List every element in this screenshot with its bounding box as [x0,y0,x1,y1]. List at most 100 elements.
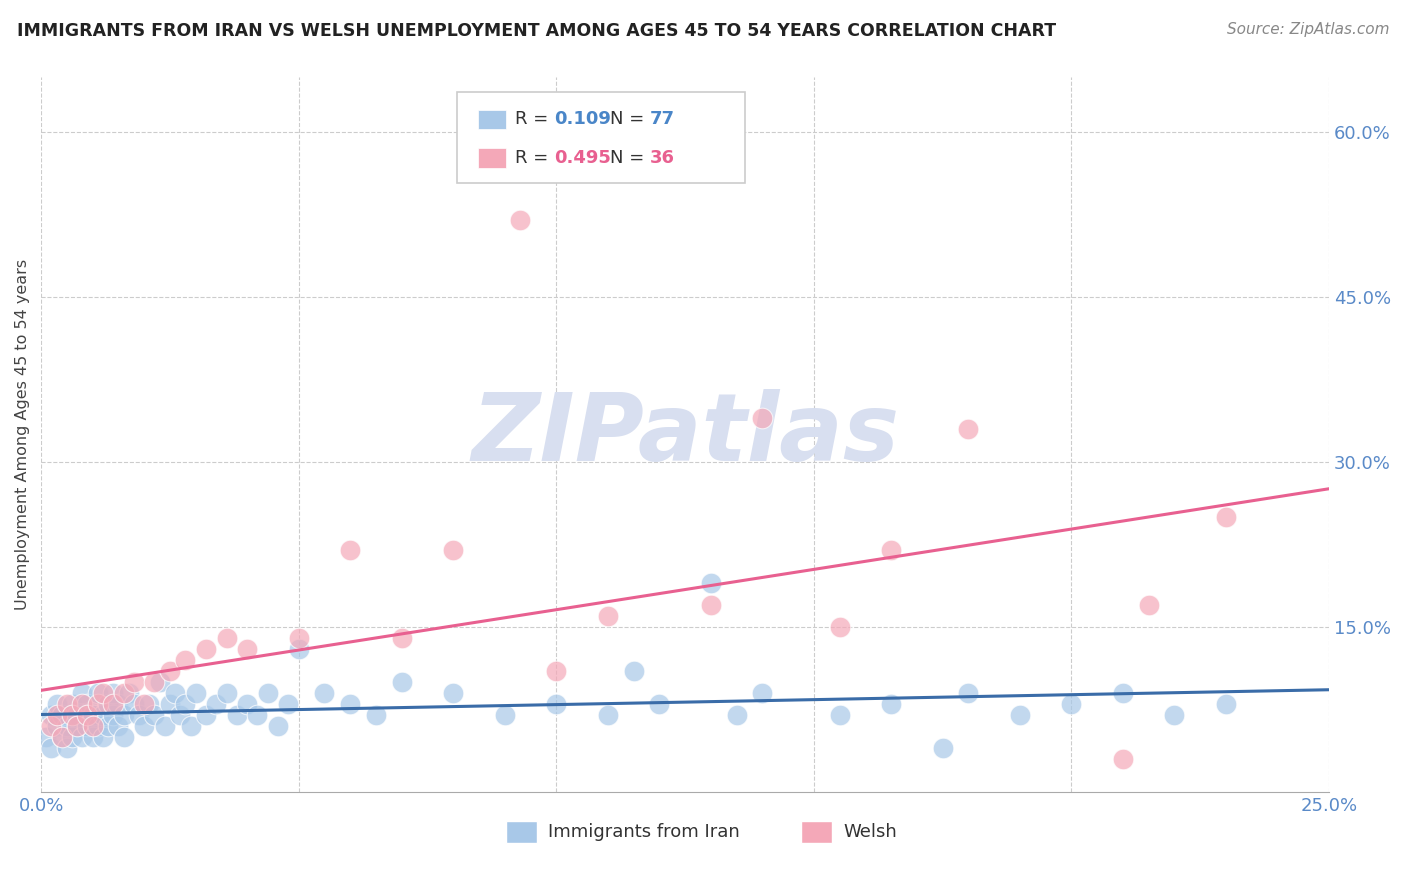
Point [828,620,851,634]
Text: Welsh: Welsh [844,822,897,841]
Point [339,697,361,711]
Point [41,740,63,755]
Point [391,674,413,689]
Text: N =: N = [610,111,650,128]
Point [596,608,619,623]
Point [1215,510,1237,524]
Point [957,686,980,700]
Point [45,719,67,733]
Point [41,719,63,733]
Point [277,697,299,711]
Point [112,707,135,722]
Point [314,686,336,700]
Point [35,730,58,744]
Text: R =: R = [515,149,554,167]
Point [134,719,156,733]
Point [236,697,259,711]
Point [51,730,73,744]
Point [41,707,63,722]
Text: 0.495: 0.495 [554,149,610,167]
Point [87,697,110,711]
Point [149,674,172,689]
Point [76,697,98,711]
Point [76,707,98,722]
Point [215,686,238,700]
Point [56,740,79,755]
Point [153,719,176,733]
Point [82,707,104,722]
Point [60,707,83,722]
Point [143,674,166,689]
Point [91,686,114,700]
Y-axis label: Unemployment Among Ages 45 to 54 years: Unemployment Among Ages 45 to 54 years [15,259,30,610]
Text: R =: R = [515,111,554,128]
Point [828,707,851,722]
Point [184,686,207,700]
Point [107,719,129,733]
Point [72,697,94,711]
Point [51,707,73,722]
Point [66,719,89,733]
Point [751,686,773,700]
Point [494,707,516,722]
Point [87,686,110,700]
Point [51,730,73,744]
Point [546,697,568,711]
Point [287,631,309,645]
Point [267,719,290,733]
Point [143,707,166,722]
Point [194,707,217,722]
Text: 0.109: 0.109 [554,111,610,128]
Point [87,719,110,733]
Point [103,697,125,711]
Point [215,631,238,645]
Point [546,664,568,678]
Point [725,707,748,722]
Point [441,686,464,700]
Text: Immigrants from Iran: Immigrants from Iran [548,822,740,841]
Point [287,641,309,656]
Point [91,730,114,744]
Point [45,697,67,711]
Point [45,707,67,722]
Point [391,631,413,645]
Point [246,707,269,722]
Point [134,697,156,711]
Point [880,543,903,558]
Point [225,707,247,722]
Point [179,719,201,733]
Point [441,543,464,558]
Point [256,686,278,700]
Point [138,697,160,711]
Point [174,697,197,711]
Point [122,697,145,711]
Point [339,543,361,558]
Point [103,707,125,722]
Text: IMMIGRANTS FROM IRAN VS WELSH UNEMPLOYMENT AMONG AGES 45 TO 54 YEARS CORRELATION: IMMIGRANTS FROM IRAN VS WELSH UNEMPLOYME… [17,22,1056,40]
Point [118,686,141,700]
Text: 77: 77 [650,111,675,128]
Point [165,686,187,700]
Point [97,697,120,711]
Point [1060,697,1083,711]
Point [880,697,903,711]
Point [623,664,645,678]
Point [72,730,94,744]
Point [112,686,135,700]
Point [122,674,145,689]
Point [364,707,387,722]
Point [174,653,197,667]
Text: ZIPatlas: ZIPatlas [471,389,898,481]
Point [1215,697,1237,711]
Point [509,213,531,227]
Point [91,707,114,722]
Point [60,697,83,711]
Point [66,719,89,733]
Point [957,422,980,436]
Point [60,730,83,744]
Point [205,697,228,711]
Point [107,697,129,711]
Point [169,707,191,722]
Point [700,575,723,590]
Point [1163,707,1185,722]
